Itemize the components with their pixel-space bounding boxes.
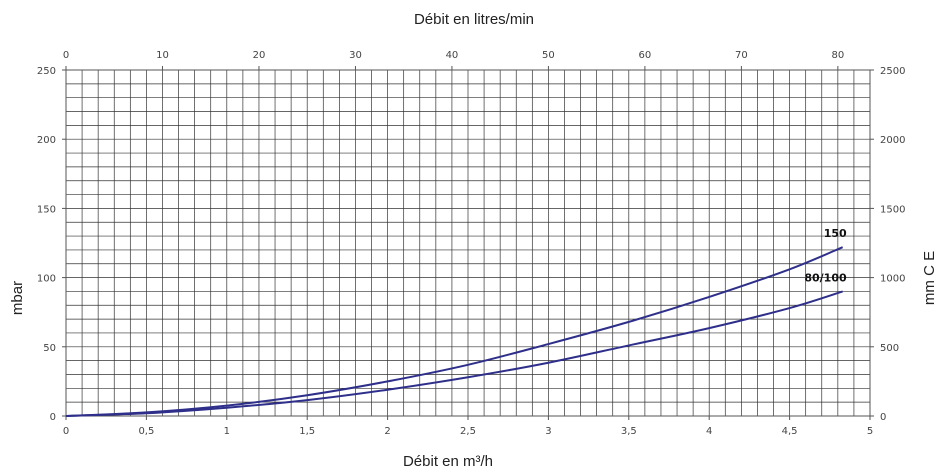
left-tick-label: 150 (37, 204, 56, 215)
bottom-tick-label: 5 (867, 426, 873, 437)
right-axis-title: mm C E (921, 251, 938, 305)
bottom-tick-label: 3,5 (621, 426, 637, 437)
bottom-tick-label: 0,5 (138, 426, 154, 437)
left-tick-label: 50 (43, 343, 56, 354)
left-axis-title: mbar (9, 281, 26, 315)
bottom-tick-label: 2 (384, 426, 390, 437)
top-tick-label: 60 (639, 50, 652, 61)
right-tick-label: 500 (880, 343, 899, 354)
bottom-tick-label: 3 (545, 426, 551, 437)
axis-ticks: 0 0,5 1 1,5 2 2,5 3 3,5 4 4,5 50 10 20 30 40 50 60 70 8005… (37, 50, 906, 437)
top-axis-title: Débit en litres/min (414, 11, 534, 28)
series-line-2 (65, 290, 843, 417)
top-tick-label: 70 (735, 50, 748, 61)
top-tick-label: 40 (446, 50, 459, 61)
series-group: 150 80/100 (65, 227, 847, 417)
bottom-axis-title: Débit en m³/h (403, 453, 493, 470)
series-line-1 (65, 246, 844, 417)
left-tick-label: 100 (37, 274, 56, 285)
left-tick-label: 0 (50, 412, 56, 423)
top-tick-label: 20 (253, 50, 266, 61)
top-tick-label: 10 (156, 50, 169, 61)
bottom-tick-label: 4 (706, 426, 712, 437)
left-tick-label: 200 (37, 135, 56, 146)
right-tick-label: 0 (880, 412, 886, 423)
top-tick-label: 30 (349, 50, 362, 61)
bottom-tick-label: 2,5 (460, 426, 476, 437)
bottom-tick-label: 0 (63, 426, 69, 437)
top-tick-label: 80 (832, 50, 845, 61)
top-tick-label: 50 (542, 50, 555, 61)
right-tick-label: 1000 (880, 274, 905, 285)
top-tick-label: 0 (63, 50, 69, 61)
series-label-2: 80/100 (804, 271, 847, 284)
series-label-1: 150 (824, 227, 847, 240)
right-tick-label: 2000 (880, 135, 905, 146)
right-tick-label: 1500 (880, 204, 905, 215)
right-tick-label: 2500 (880, 66, 905, 77)
bottom-tick-label: 1 (224, 426, 230, 437)
left-tick-label: 250 (37, 66, 56, 77)
bottom-tick-label: 4,5 (782, 426, 798, 437)
bottom-tick-label: 1,5 (299, 426, 315, 437)
grid (66, 70, 870, 416)
